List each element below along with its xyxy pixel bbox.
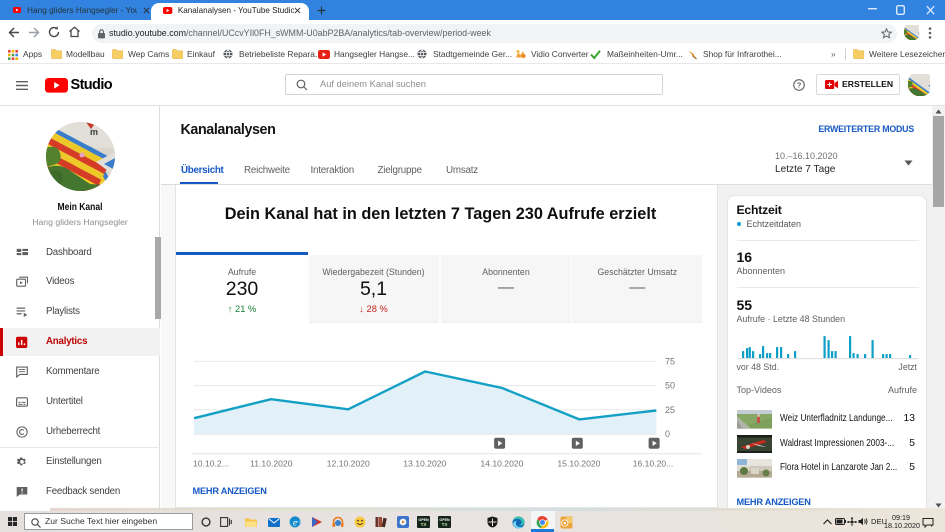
svg-text:75: 75 [665, 356, 675, 366]
svg-text:?: ? [796, 81, 801, 90]
svg-text:OPEN: OPEN [439, 518, 450, 522]
svg-text:50: 50 [665, 380, 675, 390]
svg-text:16.10.20...: 16.10.20... [632, 458, 673, 468]
svg-text:TX: TX [420, 522, 427, 527]
svg-text:14.10.2020: 14.10.2020 [480, 458, 523, 468]
svg-text:OPEN: OPEN [418, 518, 429, 522]
svg-text:10.10.2...: 10.10.2... [193, 458, 229, 468]
svg-text:m: m [90, 127, 98, 137]
svg-text:0: 0 [665, 429, 670, 439]
svg-text:TX: TX [442, 522, 449, 527]
svg-text:e: e [293, 518, 297, 528]
svg-text:12.10.2020: 12.10.2020 [326, 458, 369, 468]
svg-text:11.10.2020: 11.10.2020 [250, 458, 293, 468]
svg-text:13.10.2020: 13.10.2020 [403, 458, 446, 468]
svg-text:25: 25 [665, 404, 675, 414]
svg-text:15.10.2020: 15.10.2020 [557, 458, 600, 468]
